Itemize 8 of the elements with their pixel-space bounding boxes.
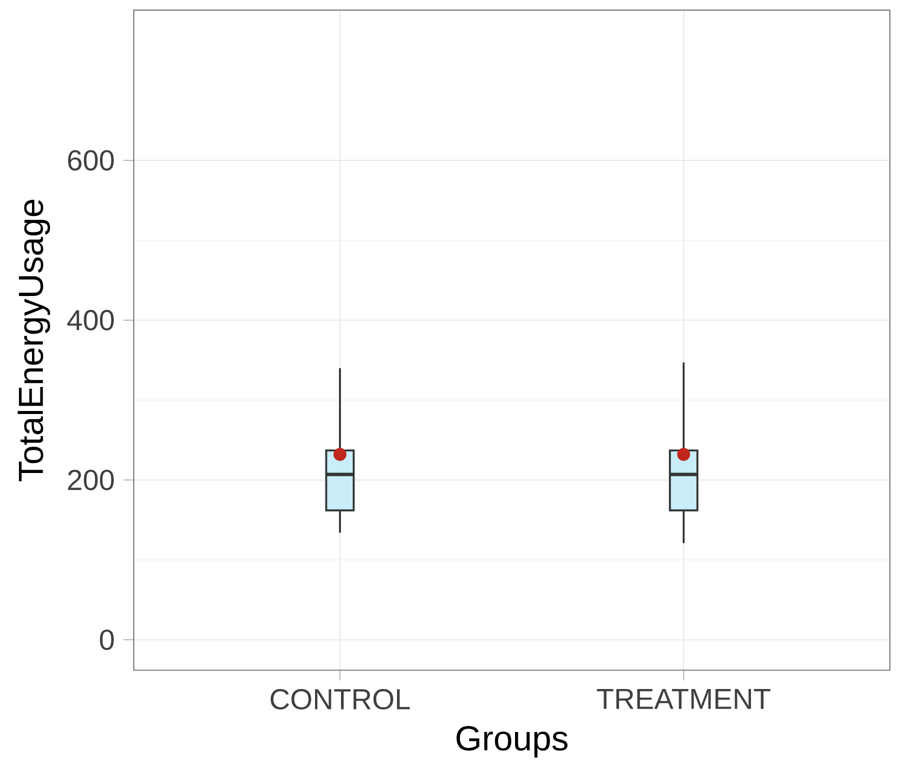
x-tick-label: CONTROL [270, 688, 410, 710]
y-tick-label: 200 [68, 470, 114, 490]
y-tick-label: 600 [68, 150, 114, 170]
x-tick-label: TREATMENT [596, 688, 770, 709]
x-axis-title: Groups [456, 726, 568, 758]
y-axis-title: TotalEnergyUsage [18, 200, 50, 482]
y-tick-label: 400 [67, 310, 114, 330]
y-tick-label: 0 [100, 629, 114, 650]
